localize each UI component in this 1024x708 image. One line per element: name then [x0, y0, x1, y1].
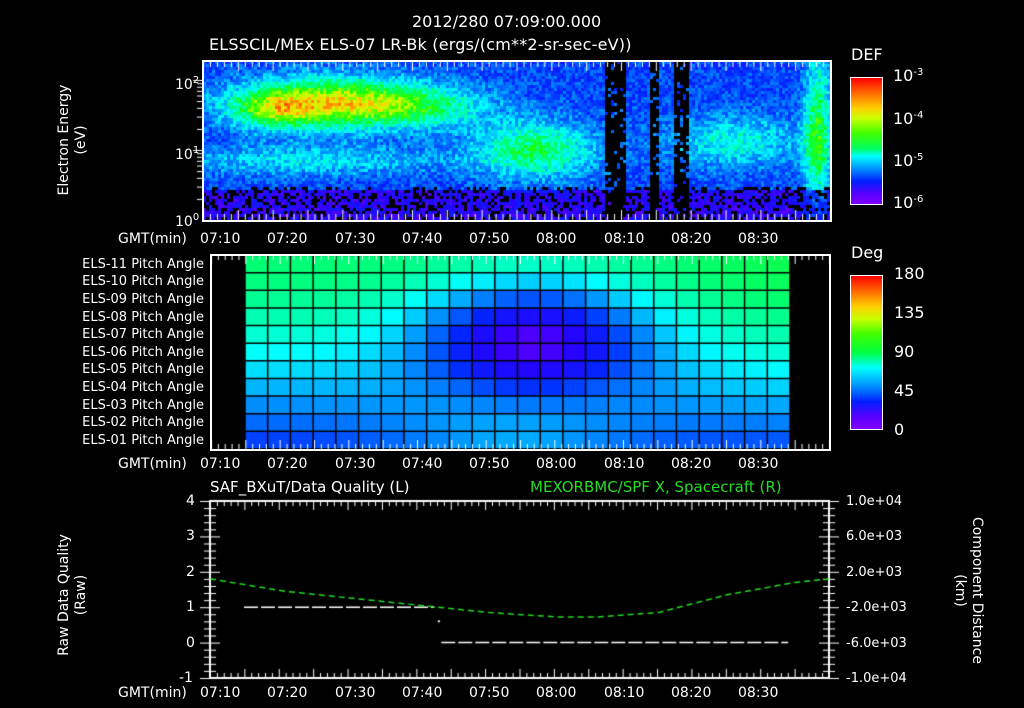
pitch-row-label: ELS-04 Pitch Angle	[82, 380, 204, 395]
pitch-angle-heatmap	[210, 254, 830, 450]
time-tick-label: 07:50	[469, 456, 510, 472]
time-axis-label: GMT(min)	[118, 685, 187, 701]
data-quality-axis-label: Raw Data Quality (Raw)	[56, 534, 89, 656]
distance-tick: -1.0e+04	[846, 671, 907, 686]
distance-tick: 2.0e+03	[846, 565, 903, 580]
time-tick-label: 07:30	[335, 685, 376, 701]
deg-tick-0: 0	[894, 420, 905, 439]
quality-tick: 1	[186, 599, 195, 615]
time-tick-label: 08:00	[536, 685, 577, 701]
plot-title: ELSSCIL/MEx ELS-07 LR-Bk (ergs/(cm**2-sr…	[209, 35, 632, 54]
time-tick-label: 08:30	[738, 456, 779, 472]
distance-axis-label: Component Distance (km)	[952, 517, 985, 664]
distance-tick: -2.0e+03	[846, 600, 907, 615]
def-tick-1e-6: 10-6	[893, 193, 924, 212]
time-axis-label: GMT(min)	[118, 231, 187, 247]
deg-tick-180: 180	[894, 264, 925, 283]
pitch-row-label: ELS-06 Pitch Angle	[82, 345, 204, 360]
time-axis-label: GMT(min)	[118, 456, 187, 472]
spectrogram-ticks	[192, 56, 832, 226]
quality-tick: -1	[179, 670, 193, 686]
time-tick-label: 08:20	[671, 456, 712, 472]
pitch-row-label: ELS-07 Pitch Angle	[82, 327, 204, 342]
pitch-row-label: ELS-11 Pitch Angle	[82, 257, 204, 272]
time-tick-label: 07:10	[200, 231, 241, 247]
energy-tick-10: 101	[175, 145, 200, 163]
time-tick-label: 08:10	[604, 456, 645, 472]
time-tick-label: 08:30	[738, 231, 779, 247]
deg-tick-45: 45	[894, 381, 915, 400]
pitch-row-label: ELS-02 Pitch Angle	[82, 415, 204, 430]
quality-tick: 3	[186, 528, 195, 544]
data-quality-line-plot	[190, 490, 850, 690]
distance-tick: -6.0e+03	[846, 636, 907, 651]
distance-tick: 6.0e+03	[846, 529, 903, 544]
def-colorbar-title: DEF	[851, 45, 883, 64]
time-tick-label: 08:20	[671, 231, 712, 247]
def-colorbar	[850, 77, 883, 205]
distance-tick: 1.0e+04	[846, 494, 903, 509]
def-tick-1e-5: 10-5	[893, 151, 924, 170]
deg-colorbar-title: Deg	[851, 243, 884, 262]
energy-axis-label: Electron Energy (eV)	[56, 84, 89, 196]
time-tick-label: 07:20	[267, 685, 308, 701]
time-tick-label: 07:50	[469, 685, 510, 701]
pitch-row-label: ELS-03 Pitch Angle	[82, 398, 204, 413]
deg-colorbar	[850, 275, 883, 430]
time-tick-label: 07:10	[200, 456, 241, 472]
time-tick-label: 08:10	[604, 685, 645, 701]
quality-tick: 4	[186, 493, 195, 509]
pitch-row-label: ELS-10 Pitch Angle	[82, 274, 204, 289]
pitch-row-label: ELS-08 Pitch Angle	[82, 310, 204, 325]
time-tick-label: 07:20	[267, 231, 308, 247]
quality-tick: 0	[186, 635, 195, 651]
time-tick-label: 07:40	[402, 685, 443, 701]
time-tick-label: 07:30	[335, 231, 376, 247]
pitch-row-label: ELS-09 Pitch Angle	[82, 292, 204, 307]
deg-tick-135: 135	[894, 303, 925, 322]
time-tick-label: 08:00	[536, 231, 577, 247]
time-tick-label: 08:10	[604, 231, 645, 247]
time-tick-label: 08:00	[536, 456, 577, 472]
energy-tick-100: 102	[175, 75, 200, 93]
pitch-row-label: ELS-05 Pitch Angle	[82, 362, 204, 377]
time-tick-label: 08:20	[671, 685, 712, 701]
plot-timestamp: 2012/280 07:09:00.000	[412, 12, 602, 31]
def-tick-1e-4: 10-4	[893, 109, 924, 128]
time-tick-label: 07:10	[200, 685, 241, 701]
time-tick-label: 07:40	[402, 456, 443, 472]
time-tick-label: 07:20	[267, 456, 308, 472]
time-tick-label: 07:50	[469, 231, 510, 247]
time-tick-label: 07:40	[402, 231, 443, 247]
time-tick-label: 08:30	[738, 685, 779, 701]
quality-tick: 2	[186, 564, 195, 580]
def-tick-1e-3: 10-3	[893, 66, 924, 85]
time-tick-label: 07:30	[335, 456, 376, 472]
pitch-row-label: ELS-01 Pitch Angle	[82, 433, 204, 448]
pitch-angle-frame	[210, 254, 831, 451]
deg-tick-90: 90	[894, 342, 915, 361]
energy-tick-1: 100	[175, 212, 200, 230]
